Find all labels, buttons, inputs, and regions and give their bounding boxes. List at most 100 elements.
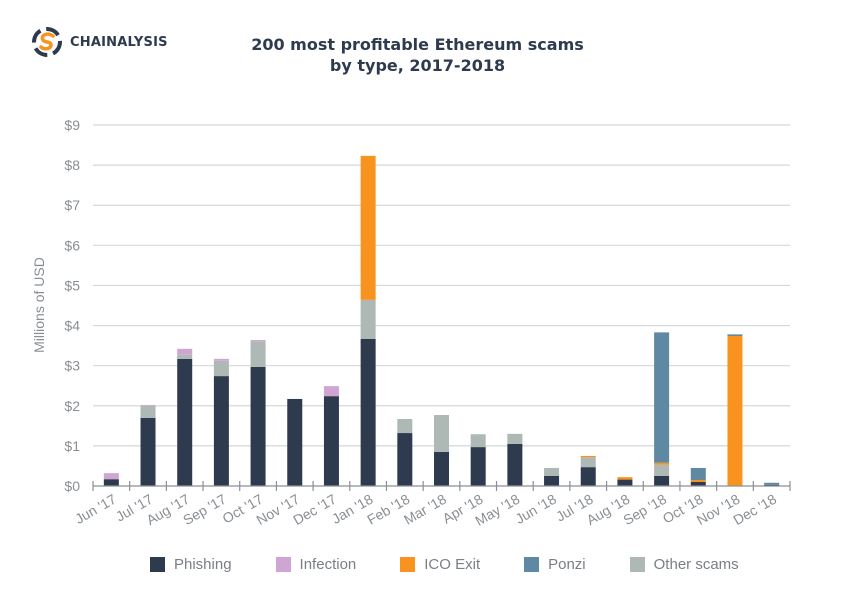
bar-segment-phishing	[397, 433, 413, 486]
bar-segment-other-scams	[654, 464, 670, 476]
bar-segment-phishing	[323, 396, 339, 486]
legend: Phishing Infection ICO Exit Ponzi Other scam…	[150, 556, 783, 573]
bar-segment-phishing	[140, 417, 156, 486]
gridlines	[93, 124, 790, 447]
legend-label: ICO Exit	[424, 556, 481, 573]
bar-segment-ponzi	[727, 334, 743, 336]
bar-stack	[323, 386, 339, 486]
bar-stack	[103, 473, 119, 486]
legend-item-other-scams: Other scams	[629, 556, 739, 573]
bar-segment-ico-exit	[360, 155, 376, 300]
legend-item-ponzi: Ponzi	[524, 556, 586, 573]
bar-segment-ponzi	[654, 332, 670, 463]
bar-segment-other-scams	[360, 299, 376, 339]
y-tick-label: $5	[64, 277, 80, 293]
x-tick-label: Jun '18	[512, 491, 559, 527]
bar-segment-phishing	[580, 467, 596, 486]
bar-segment-phishing	[544, 475, 560, 486]
y-tick-label: $0	[64, 478, 80, 494]
bar-stack	[764, 482, 780, 486]
bar-segment-phishing	[177, 358, 193, 486]
bar-stack	[250, 339, 266, 486]
bar-segment-other-scams	[213, 360, 229, 377]
legend-item-phishing: Phishing	[150, 556, 232, 573]
bar-stack	[213, 358, 229, 486]
bar-stack	[397, 419, 413, 486]
bar-segment-phishing	[287, 398, 303, 486]
bar-segment-ico-exit	[727, 335, 743, 486]
bar-segment-other-scams	[140, 405, 156, 418]
bar-segment-other-scams	[177, 354, 193, 359]
legend-label: Phishing	[174, 556, 232, 573]
y-tick-label: $6	[64, 237, 80, 253]
bar-stack	[617, 477, 633, 486]
bar-stack	[434, 415, 449, 486]
bar-segment-infection	[323, 386, 339, 397]
bar-stack	[287, 398, 303, 486]
bar-segment-phishing	[690, 481, 706, 486]
chainalysis-logo-icon	[32, 27, 62, 57]
bar-segment-infection	[103, 473, 119, 480]
bar-stack	[580, 455, 596, 486]
brand-logo: CHAINALYSIS	[32, 27, 168, 57]
x-tick-label: Sep '17	[180, 491, 229, 528]
bar-segment-phishing	[213, 376, 229, 486]
bar-segment-infection	[213, 358, 229, 361]
y-tick-label: $8	[64, 157, 80, 173]
legend-swatch	[150, 557, 165, 572]
y-tick-label: $7	[64, 197, 80, 213]
brand-name: CHAINALYSIS	[70, 34, 168, 50]
legend-swatch	[629, 557, 645, 572]
bar-segment-ico-exit	[617, 477, 633, 480]
x-tick-label: Jun '17	[72, 491, 119, 527]
y-axis-ticks: $0 $1 $2 $3 $4 $5 $6 $7 $8 $9	[64, 117, 80, 494]
y-tick-label: $3	[64, 358, 80, 374]
bar-segment-other-scams	[544, 467, 560, 476]
legend-item-infection: Infection	[275, 556, 357, 573]
legend-swatch	[524, 557, 540, 572]
legend-item-ico-exit: ICO Exit	[400, 556, 480, 573]
bar-segment-infection	[250, 339, 266, 342]
bar-segment-infection	[140, 404, 156, 406]
bar-segment-other-scams	[397, 419, 413, 434]
legend-label: Other scams	[653, 556, 739, 573]
bar-segment-ico-exit	[690, 479, 706, 482]
y-tick-label: $9	[64, 117, 80, 133]
legend-swatch	[400, 557, 416, 572]
legend-label: Infection	[299, 556, 357, 573]
bar-segment-ponzi	[690, 467, 706, 480]
bar-stack	[470, 434, 486, 486]
bar-segment-phishing	[764, 484, 780, 486]
x-tick-label: Dec '18	[730, 491, 779, 528]
bar-stack	[544, 467, 560, 486]
bar-segment-infection	[177, 348, 193, 355]
bar-stack	[507, 433, 523, 486]
bar-segment-phishing	[507, 443, 523, 486]
bar-segment-phishing	[360, 338, 376, 486]
bar-segment-phishing	[250, 366, 266, 486]
y-tick-label: $2	[64, 398, 80, 414]
bar-segment-phishing	[103, 479, 119, 486]
bar-segment-other-scams	[434, 415, 449, 452]
bar-stack	[140, 404, 156, 486]
bars	[103, 155, 780, 486]
y-tick-label: $1	[64, 438, 80, 454]
bar-segment-phishing	[470, 447, 486, 486]
chart-title-line-2: by type, 2017-2018	[329, 56, 506, 75]
bar-stack	[654, 332, 670, 486]
y-axis-label: Millions of USD	[31, 257, 47, 353]
bar-segment-other-scams	[470, 434, 486, 448]
bar-segment-ico-exit	[654, 462, 670, 465]
bar-segment-phishing	[434, 451, 449, 486]
bar-stack	[360, 155, 376, 486]
legend-label: Ponzi	[548, 556, 586, 573]
bar-stack	[177, 348, 193, 486]
bar-segment-phishing	[654, 475, 670, 486]
bar-segment-phishing	[617, 479, 633, 486]
bar-segment-ponzi	[764, 482, 780, 485]
bar-stack	[690, 467, 706, 486]
chart-title: 200 most profitable Ethereum scams by ty…	[0, 34, 849, 76]
y-tick-label: $4	[64, 318, 80, 334]
